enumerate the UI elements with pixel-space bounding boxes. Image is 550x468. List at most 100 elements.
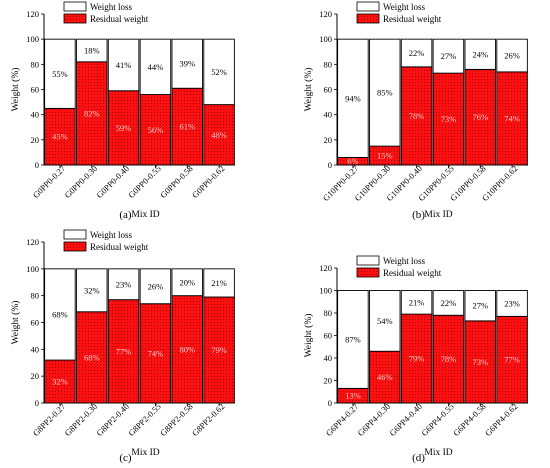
bar-weight-loss bbox=[44, 38, 76, 109]
legend-label-weight-loss: Weight loss bbox=[383, 2, 426, 12]
data-label-residual: 78% bbox=[441, 354, 457, 364]
legend-swatch-residual bbox=[356, 267, 380, 278]
bar-residual bbox=[369, 350, 401, 404]
bar-weight-loss bbox=[369, 290, 401, 352]
bar-weight-loss bbox=[400, 290, 433, 315]
y-tick-label: 80 bbox=[31, 59, 40, 69]
bar-residual bbox=[139, 94, 172, 166]
y-tick-label: 20 bbox=[31, 135, 40, 145]
data-label-residual: 13% bbox=[345, 391, 361, 401]
x-tick-label: G6PP4-0.62 bbox=[483, 401, 520, 438]
bar-residual bbox=[400, 66, 433, 166]
data-label-residual: 46% bbox=[377, 372, 393, 382]
bar-weight-loss bbox=[400, 38, 433, 68]
data-label-weight-loss: 44% bbox=[148, 62, 164, 72]
bar-weight-loss bbox=[76, 38, 108, 63]
bar-weight-loss bbox=[139, 38, 172, 95]
data-label-weight-loss: 23% bbox=[504, 298, 520, 308]
data-label-weight-loss: 21% bbox=[211, 278, 227, 288]
legend-label-residual: Residual weight bbox=[383, 14, 442, 24]
x-tick-label: G8PP2-0.58 bbox=[158, 401, 195, 438]
x-tick-label: G0PP0-0.58 bbox=[158, 163, 195, 200]
bar-residual bbox=[400, 313, 433, 404]
legend-label-weight-loss: Weight loss bbox=[90, 2, 133, 12]
bar-weight-loss bbox=[171, 268, 203, 297]
chart-panel-d: 13%87%G6PP4-0.2746%54%G6PP4-0.3079%21%G6… bbox=[303, 255, 528, 464]
data-label-residual: 74% bbox=[504, 113, 520, 123]
bar-weight-loss bbox=[203, 38, 235, 106]
data-label-weight-loss: 27% bbox=[472, 301, 488, 311]
bar-residual bbox=[107, 299, 140, 404]
legend-swatch-weight-loss bbox=[356, 255, 380, 266]
x-tick-label: G6PP4-0.30 bbox=[356, 401, 393, 438]
data-label-weight-loss: 21% bbox=[409, 297, 425, 307]
bar-residual bbox=[44, 107, 76, 166]
x-tick-label: G6PP4-0.40 bbox=[387, 401, 424, 438]
bar-weight-loss bbox=[369, 38, 401, 147]
y-tick-label: 100 bbox=[319, 34, 332, 44]
data-label-weight-loss: 24% bbox=[472, 49, 488, 59]
y-tick-label: 120 bbox=[26, 9, 39, 19]
x-axis-label: Mix ID bbox=[131, 448, 159, 458]
legend-swatch-weight-loss bbox=[63, 1, 87, 12]
data-label-residual: 79% bbox=[211, 345, 227, 355]
panel-label: (b) bbox=[412, 209, 425, 221]
legend-label-weight-loss: Weight loss bbox=[383, 256, 426, 266]
data-label-weight-loss: 41% bbox=[116, 60, 132, 70]
data-label-weight-loss: 18% bbox=[84, 45, 100, 55]
y-tick-label: 20 bbox=[324, 135, 333, 145]
data-label-residual: 76% bbox=[472, 112, 488, 122]
data-label-residual: 73% bbox=[441, 114, 457, 124]
data-label-weight-loss: 94% bbox=[345, 93, 361, 103]
data-label-weight-loss: 22% bbox=[441, 298, 457, 308]
data-label-weight-loss: 27% bbox=[441, 51, 457, 61]
y-tick-label: 120 bbox=[319, 9, 332, 19]
data-label-weight-loss: 39% bbox=[179, 59, 195, 69]
bar-weight-loss bbox=[432, 38, 465, 74]
data-label-residual: 82% bbox=[84, 108, 100, 118]
y-tick-label: 40 bbox=[31, 110, 40, 120]
bar-weight-loss bbox=[107, 38, 140, 92]
legend-swatch-residual bbox=[63, 241, 87, 252]
data-label-residual: 32% bbox=[52, 377, 68, 387]
data-label-residual: 61% bbox=[179, 122, 195, 132]
panel-label: (d) bbox=[412, 452, 425, 464]
data-label-residual: 15% bbox=[377, 151, 393, 161]
bar-residual bbox=[44, 359, 76, 404]
legend-label-weight-loss: Weight loss bbox=[90, 230, 133, 240]
y-tick-label: 80 bbox=[324, 59, 333, 69]
legend-label-residual: Residual weight bbox=[383, 268, 442, 278]
y-axis-label: Weight (%) bbox=[10, 301, 21, 345]
x-tick-label: G0PP0-0.40 bbox=[94, 163, 131, 200]
bar-weight-loss bbox=[337, 38, 369, 158]
y-axis-label: Weight (%) bbox=[10, 68, 21, 112]
data-label-residual: 74% bbox=[148, 348, 164, 358]
x-tick-label: G6PP4-0.58 bbox=[451, 401, 488, 438]
bar-residual bbox=[203, 104, 235, 166]
panel-label: (c) bbox=[119, 452, 132, 464]
x-tick-label: G0PP0-0.62 bbox=[190, 163, 227, 200]
y-tick-label: 100 bbox=[26, 264, 39, 274]
x-tick-label: G8PP2-0.30 bbox=[63, 401, 100, 438]
bar-weight-loss bbox=[496, 38, 528, 73]
y-tick-label: 120 bbox=[26, 237, 39, 247]
chart-panel-b: 6%94%G10PP0-0.2715%85%G10PP0-0.3078%22%G… bbox=[303, 1, 528, 221]
data-label-residual: 68% bbox=[84, 352, 100, 362]
x-axis-label: Mix ID bbox=[424, 448, 452, 458]
data-label-weight-loss: 68% bbox=[52, 309, 68, 319]
data-label-residual: 45% bbox=[52, 132, 68, 142]
y-tick-label: 100 bbox=[26, 34, 39, 44]
y-tick-label: 120 bbox=[319, 263, 332, 273]
data-label-residual: 79% bbox=[409, 354, 425, 364]
chart-panel-c: 32%68%G8PP2-0.2768%32%G8PP2-0.3077%23%G8… bbox=[10, 229, 235, 464]
data-label-weight-loss: 26% bbox=[148, 281, 164, 291]
data-label-weight-loss: 22% bbox=[409, 48, 425, 58]
y-tick-label: 80 bbox=[31, 291, 40, 301]
data-label-residual: 80% bbox=[179, 344, 195, 354]
data-label-weight-loss: 32% bbox=[84, 285, 100, 295]
data-label-weight-loss: 54% bbox=[377, 316, 393, 326]
y-tick-label: 0 bbox=[328, 160, 332, 170]
x-axis-label: Mix ID bbox=[131, 210, 159, 220]
y-tick-label: 20 bbox=[324, 376, 333, 386]
